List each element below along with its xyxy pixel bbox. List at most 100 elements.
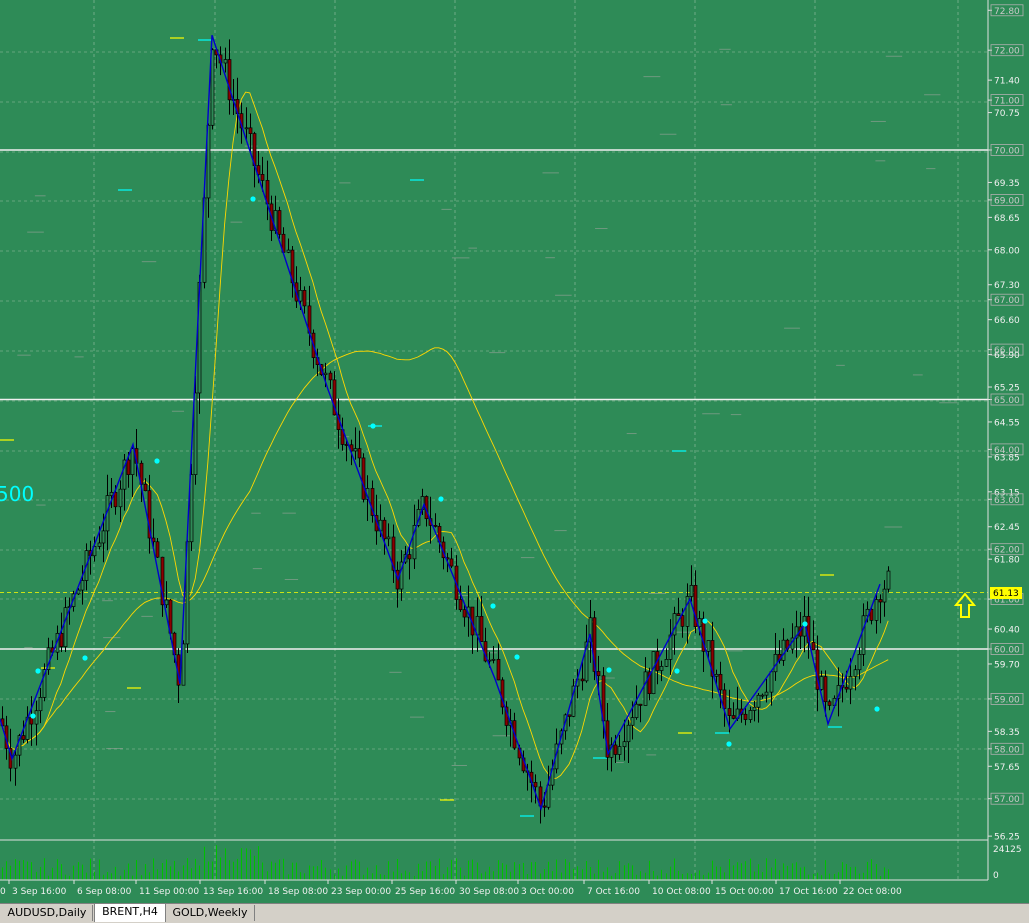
price-chart[interactable]: 72.80 72.00 71.40 71.00 70.75 70.00 69.35 69.00…	[0, 0, 1029, 903]
price-label: 72.80	[994, 7, 1020, 17]
candle-body	[748, 710, 753, 720]
candle-body	[567, 714, 572, 717]
fractal-dot	[35, 668, 41, 674]
price-label: 67.00	[994, 296, 1020, 306]
candle-body	[210, 49, 215, 126]
candle-body	[328, 372, 333, 381]
price-label: 58.35	[994, 728, 1020, 738]
price-label: 62.00	[994, 546, 1020, 556]
time-axis: 3 Sep 16:00 6 Sep 08:00 11 Sep 00:00 13 Sep…	[0, 879, 988, 897]
candle-body	[756, 694, 761, 708]
time-label: 25 Sep 16:00	[395, 887, 455, 897]
candle-body	[462, 609, 467, 618]
volume-label: 0	[993, 871, 999, 881]
ma-slow-line	[1, 347, 889, 750]
time-label: 23 Sep 00:00	[331, 887, 391, 897]
fractal-dot	[438, 496, 444, 502]
price-label-box	[990, 643, 1024, 655]
tab-label: AUDUSD,Daily	[7, 906, 87, 919]
candle-body	[853, 669, 858, 677]
candle-body	[227, 59, 232, 101]
price-label-box	[990, 193, 1024, 206]
time-label: 30 Sep 08:00	[459, 887, 519, 897]
candle-body	[449, 558, 454, 567]
fractal-dot	[30, 713, 36, 719]
candle-body	[491, 658, 496, 661]
price-label: 60.40	[994, 626, 1020, 636]
candle-body	[118, 488, 123, 508]
candle-body	[701, 618, 706, 652]
candle-body	[34, 710, 39, 725]
buy-arrow-icon	[953, 592, 977, 618]
candle-body	[101, 530, 106, 544]
candle-body	[500, 679, 505, 708]
candle-body	[718, 673, 723, 691]
candle-body	[332, 379, 337, 416]
price-label: 56.25	[994, 833, 1020, 843]
candle-body	[143, 483, 148, 492]
price-label: 71.00	[994, 97, 1020, 107]
fractal-dot	[802, 621, 808, 627]
candle-body	[109, 492, 114, 496]
candle-body	[38, 697, 43, 712]
candle-body	[189, 474, 194, 543]
candle-body	[596, 671, 601, 677]
candle-body	[164, 599, 169, 606]
price-label: 64.00	[994, 446, 1020, 456]
price-label: 69.35	[994, 179, 1020, 189]
tab-audusd-daily[interactable]: AUDUSD,Daily	[2, 905, 93, 921]
tab-gold-weekly[interactable]: GOLD,Weekly	[166, 905, 255, 921]
candle-body	[752, 706, 757, 711]
price-label: 57.65	[994, 763, 1020, 773]
candle-body	[181, 643, 186, 686]
time-label: 13 Sep 16:00	[203, 887, 263, 897]
fractal-dot	[490, 603, 496, 609]
candle-body	[244, 127, 249, 130]
candle-body	[622, 741, 627, 747]
candle-body	[584, 641, 589, 682]
candle-body	[286, 249, 291, 253]
candle-body	[248, 127, 253, 134]
price-label: 61.00	[994, 596, 1020, 606]
price-label: 68.65	[994, 214, 1020, 224]
price-label: 58.00	[994, 745, 1020, 755]
candle-body	[361, 457, 366, 500]
candle-body	[827, 701, 832, 706]
price-label: 68.00	[994, 246, 1020, 256]
candle-body	[764, 691, 769, 696]
zigzag-indicator	[0, 34, 881, 812]
fractal-dot	[250, 196, 256, 202]
candle-body	[298, 290, 303, 302]
candle-body	[664, 659, 669, 667]
candle-body	[479, 616, 484, 642]
candle-body	[92, 546, 97, 557]
partial-left-label: 500	[0, 482, 34, 506]
candle-body	[580, 678, 585, 682]
candle-body	[382, 519, 387, 540]
price-label-box	[990, 792, 1024, 805]
candle-body	[806, 616, 811, 643]
candle-body	[685, 596, 690, 627]
candle-body	[256, 165, 261, 175]
candle-body	[13, 754, 18, 769]
candle-body	[147, 490, 152, 539]
tab-brent-h4[interactable]: BRENT,H4	[94, 904, 166, 922]
candle-body	[886, 570, 891, 590]
candle-body	[412, 525, 417, 560]
candle-body	[122, 459, 127, 490]
candle-body	[710, 640, 715, 677]
candle-body	[689, 584, 694, 597]
time-label: 0	[0, 887, 6, 897]
candle-body	[634, 703, 639, 718]
price-label: 63.00	[994, 496, 1020, 506]
time-label: 18 Sep 08:00	[268, 887, 328, 897]
price-label: 62.45	[994, 523, 1020, 533]
candle-body	[458, 599, 463, 611]
candle-body	[651, 651, 656, 695]
time-label: 3 Oct 00:00	[521, 887, 574, 897]
candle-body	[882, 588, 887, 603]
candle-body	[857, 654, 862, 671]
time-label: 17 Oct 16:00	[779, 887, 838, 897]
price-label: 64.55	[994, 418, 1020, 428]
candle-body	[59, 633, 64, 648]
